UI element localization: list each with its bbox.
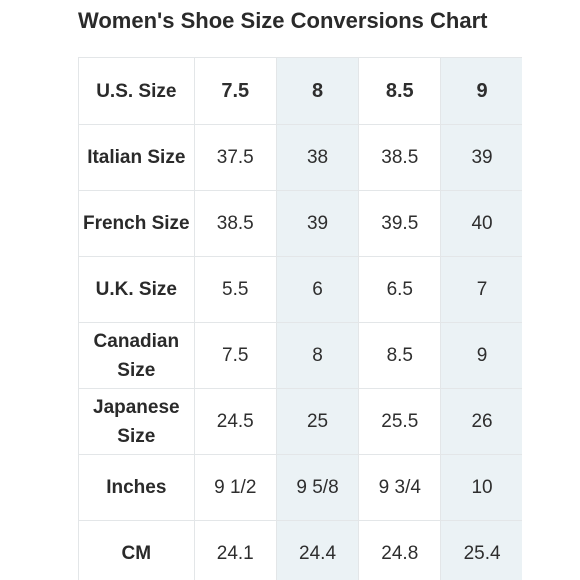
table-cell: 8 bbox=[275, 322, 360, 389]
table-cell: 7.5 bbox=[193, 57, 277, 125]
row-label: Italian Size bbox=[78, 124, 195, 191]
table-cell: 9 bbox=[440, 57, 522, 125]
table-cell: 24.5 bbox=[193, 388, 277, 455]
table-cell: 25 bbox=[275, 388, 360, 455]
table-cell: 9 5/8 bbox=[275, 454, 360, 521]
table-cell: 38.5 bbox=[193, 190, 277, 257]
table-cell: 24.4 bbox=[275, 520, 360, 580]
table-cell: 39.5 bbox=[358, 190, 442, 257]
table-cell: 8 bbox=[275, 57, 360, 125]
row-label: U.S. Size bbox=[78, 57, 195, 125]
table-cell: 24.8 bbox=[358, 520, 442, 580]
row-label: French Size bbox=[78, 190, 195, 257]
table-cell: 40 bbox=[440, 190, 522, 257]
table-cell: 9 3/4 bbox=[358, 454, 442, 521]
table-cell: 37.5 bbox=[193, 124, 277, 191]
table-cell: 8.5 bbox=[358, 57, 442, 125]
table-cell: 39 bbox=[275, 190, 360, 257]
page-title: Women's Shoe Size Conversions Chart bbox=[78, 8, 488, 33]
table-cell: 24.1 bbox=[193, 520, 277, 580]
table-cell: 5.5 bbox=[193, 256, 277, 323]
row-label: CM bbox=[78, 520, 195, 580]
table-cell: 25.4 bbox=[440, 520, 522, 580]
table-cell: 39 bbox=[440, 124, 522, 191]
table-cell: 6 bbox=[275, 256, 360, 323]
row-label: Japanese Size bbox=[78, 388, 195, 455]
table-cell: 6.5 bbox=[358, 256, 442, 323]
table-cell: 7.5 bbox=[193, 322, 277, 389]
table-cell: 38 bbox=[275, 124, 360, 191]
table-cell: 38.5 bbox=[358, 124, 442, 191]
table-cell: 25.5 bbox=[358, 388, 442, 455]
table-cell: 26 bbox=[440, 388, 522, 455]
table-cell: 7 bbox=[440, 256, 522, 323]
table-cell: 10 bbox=[440, 454, 522, 521]
table-cell: 9 1/2 bbox=[193, 454, 277, 521]
row-label: U.K. Size bbox=[78, 256, 195, 323]
table-cell: 8.5 bbox=[358, 322, 442, 389]
row-label: Inches bbox=[78, 454, 195, 521]
table-cell: 9 bbox=[440, 322, 522, 389]
row-label: Canadian Size bbox=[78, 322, 195, 389]
